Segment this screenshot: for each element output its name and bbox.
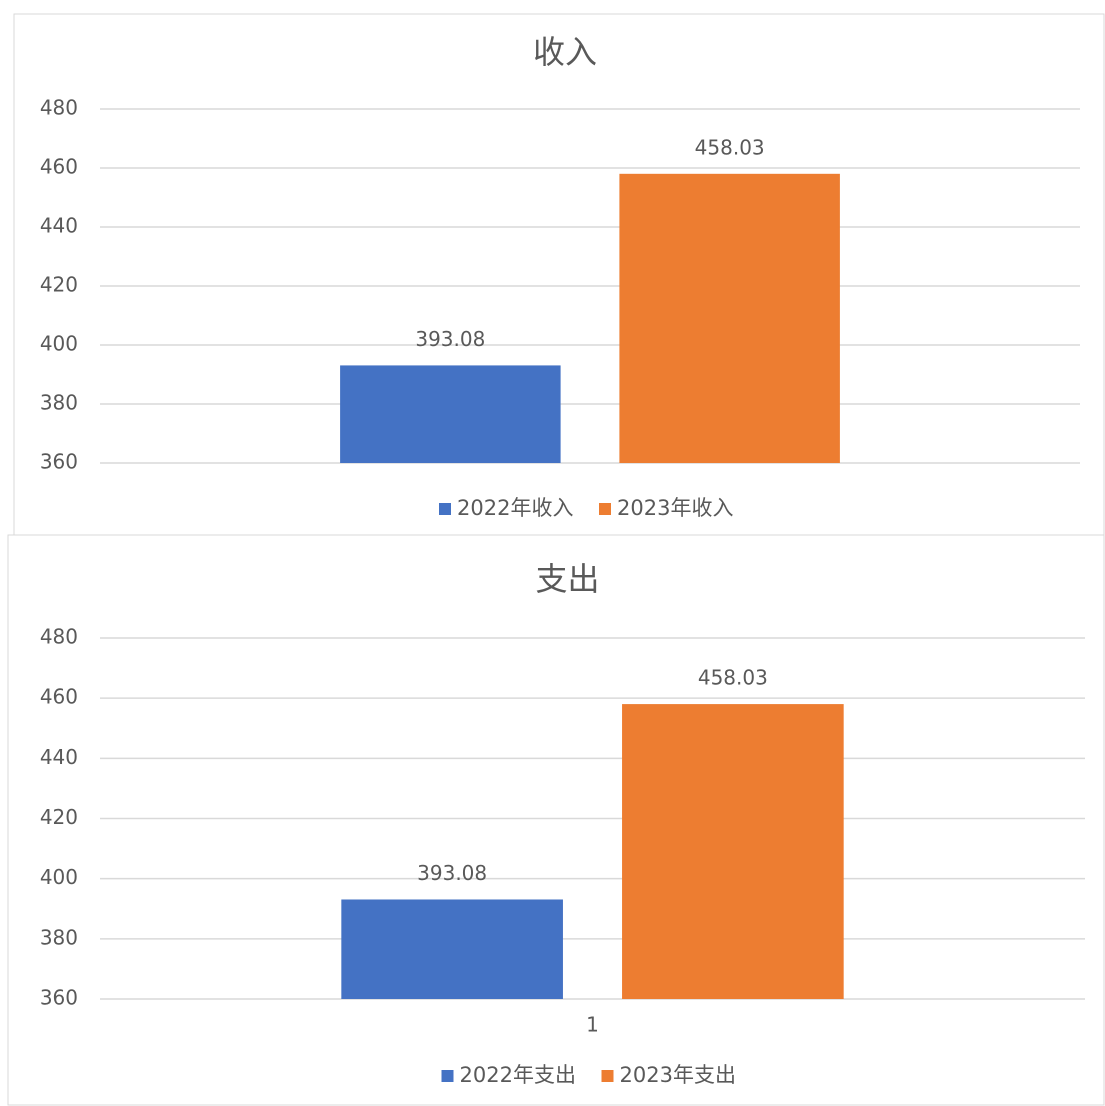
y-tick-label: 380 xyxy=(40,391,78,415)
y-tick-label: 360 xyxy=(40,450,78,474)
y-tick-label: 360 xyxy=(40,986,78,1010)
y-tick-label: 480 xyxy=(40,625,78,649)
y-tick-label: 460 xyxy=(40,155,78,179)
y-tick-label: 400 xyxy=(40,332,78,356)
legend-swatch xyxy=(599,503,611,515)
chart-frame xyxy=(7,534,1105,1106)
data-label: 458.03 xyxy=(695,135,765,159)
data-label: 393.08 xyxy=(417,861,487,885)
legend-swatch xyxy=(441,1070,454,1082)
bar xyxy=(622,704,844,999)
legend-swatch xyxy=(601,1070,614,1082)
y-tick-label: 420 xyxy=(40,805,78,829)
chart-title: 收入 xyxy=(533,33,597,71)
legend-label: 2022年收入 xyxy=(457,496,573,520)
y-tick-label: 480 xyxy=(40,96,78,120)
legend-label: 2023年收入 xyxy=(617,496,733,520)
y-tick-label: 440 xyxy=(40,745,78,769)
chart-title: 支出 xyxy=(535,560,599,598)
bar xyxy=(341,899,563,999)
data-label: 458.03 xyxy=(698,666,768,690)
x-tick-label: 1 xyxy=(586,1013,599,1037)
data-label: 393.08 xyxy=(415,327,485,351)
y-tick-label: 460 xyxy=(40,685,78,709)
legend-label: 2022年支出 xyxy=(460,1063,576,1087)
legend-swatch xyxy=(439,503,451,515)
y-tick-label: 380 xyxy=(40,925,78,949)
y-tick-label: 420 xyxy=(40,273,78,297)
bar xyxy=(340,365,561,463)
y-tick-label: 440 xyxy=(40,214,78,238)
bar xyxy=(619,173,840,463)
y-tick-label: 400 xyxy=(40,865,78,889)
legend-label: 2023年支出 xyxy=(620,1063,736,1087)
